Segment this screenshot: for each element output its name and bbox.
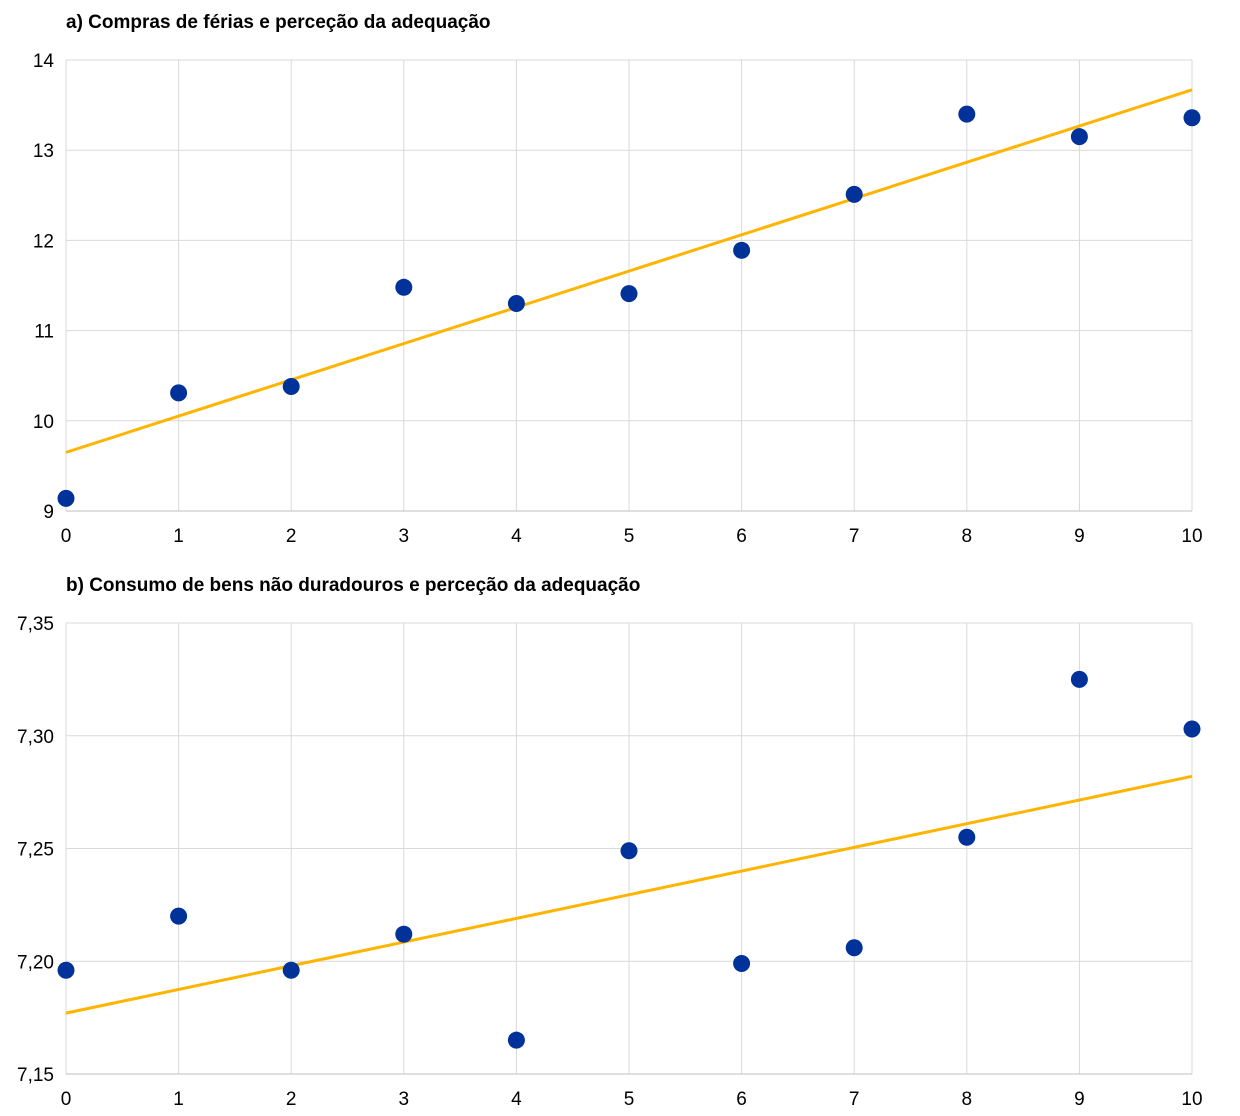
trend-line (65, 774, 1193, 1015)
x-tick-label: 6 (736, 1089, 747, 1110)
scatter-point (395, 925, 413, 943)
x-tick-label: 10 (1181, 1089, 1202, 1110)
x-tick-label: 3 (399, 526, 410, 547)
scatter-point (733, 241, 751, 259)
x-tick-label: 2 (286, 1089, 297, 1110)
y-tick-label: 10 (33, 412, 54, 433)
x-tick-label: 7 (849, 1089, 860, 1110)
y-tick-label: 9 (43, 502, 54, 523)
scatter-point (170, 907, 188, 925)
x-tick-label: 0 (61, 1089, 72, 1110)
scatter-point (282, 961, 300, 979)
y-tick-label: 13 (33, 141, 54, 162)
scatter-point (170, 384, 188, 402)
chart-b: 7,15 7,20 7,25 7,30 7,35 0 1 2 3 4 5 6 7 8 9 10 (17, 614, 1203, 1110)
y-tick-label: 7,35 (17, 614, 54, 635)
scatter-point (57, 489, 75, 507)
y-tick-label: 7,25 (17, 840, 54, 861)
scatter-point (395, 278, 413, 296)
x-tick-label: 9 (1074, 526, 1085, 547)
scatter-point (958, 828, 976, 846)
chart-title-a: a) Compras de férias e perceção da adequ… (66, 12, 491, 33)
x-tick-label: 1 (173, 526, 184, 547)
scatter-point (845, 939, 863, 957)
x-tick-label: 5 (624, 526, 635, 547)
scatter-point (282, 378, 300, 396)
x-tick-label: 9 (1074, 1089, 1085, 1110)
x-tick-label: 10 (1181, 526, 1202, 547)
scatter-point (507, 1031, 525, 1049)
chart-title-b: b) Consumo de bens não duradouros e perc… (66, 575, 641, 596)
x-tick-label: 6 (736, 526, 747, 547)
x-tick-label: 2 (286, 526, 297, 547)
scatter-point (620, 285, 638, 303)
y-tick-label: 12 (33, 231, 54, 252)
x-tick-label: 1 (173, 1089, 184, 1110)
x-tick-label: 8 (962, 1089, 973, 1110)
y-tick-label: 14 (33, 51, 55, 72)
y-tick-label: 7,15 (17, 1065, 54, 1086)
scatter-point (620, 842, 638, 860)
scatter-point (958, 105, 976, 123)
x-tick-label: 5 (624, 1089, 635, 1110)
scatter-point (733, 955, 751, 973)
x-tick-label: 7 (849, 526, 860, 547)
scatter-point (1070, 128, 1088, 146)
scatter-point (1183, 720, 1201, 738)
x-tick-label: 8 (962, 526, 973, 547)
y-tick-label: 7,30 (17, 727, 54, 748)
x-tick-label: 4 (511, 526, 522, 547)
y-tick-label: 11 (34, 322, 54, 343)
trend-line (65, 88, 1193, 454)
scatter-point (507, 295, 525, 313)
scatter-point (1183, 109, 1201, 127)
x-tick-label: 0 (61, 526, 72, 547)
x-tick-label: 3 (399, 1089, 410, 1110)
scatter-point (1070, 670, 1088, 688)
x-tick-label: 4 (511, 1089, 522, 1110)
y-tick-label: 7,20 (17, 952, 54, 973)
scatter-point (845, 185, 863, 203)
scatter-point (57, 961, 75, 979)
